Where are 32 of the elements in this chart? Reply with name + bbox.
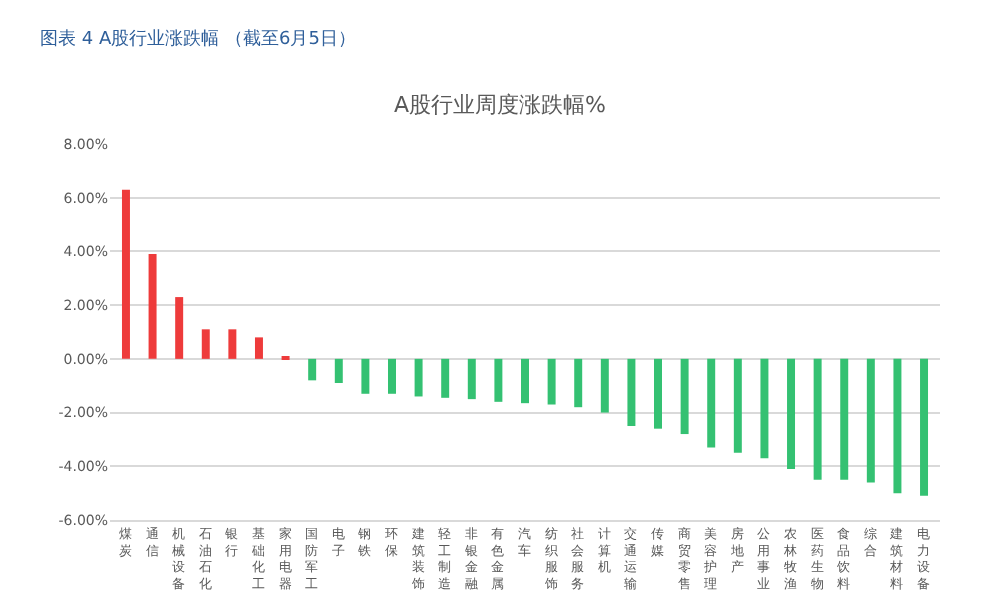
bar (361, 358, 370, 394)
bar (654, 358, 662, 429)
bar (201, 329, 210, 359)
bar (920, 358, 929, 496)
bar (627, 358, 636, 426)
bar (840, 358, 849, 480)
bar (600, 358, 609, 413)
bar (121, 189, 130, 359)
bar (148, 254, 157, 359)
bar (760, 358, 769, 459)
bar (521, 358, 529, 404)
bar (388, 358, 396, 394)
bar (733, 358, 742, 453)
bar (228, 329, 237, 359)
bar (414, 358, 423, 397)
chart-subtitle: 图表 4 A股行业涨跌幅 （截至6月5日） (40, 28, 356, 50)
chart-title: A股行业周度涨跌幅% (394, 92, 606, 119)
bar (787, 358, 796, 469)
bar (334, 358, 343, 384)
bar (467, 358, 476, 400)
bar (254, 337, 263, 359)
bar (175, 297, 184, 359)
bar (308, 358, 317, 381)
bar (866, 358, 875, 483)
bar (494, 358, 503, 402)
bar (441, 358, 450, 398)
bar (547, 358, 556, 405)
bar (574, 358, 583, 408)
bar (893, 358, 902, 494)
bar (707, 358, 716, 448)
bar (813, 358, 822, 480)
bar (680, 358, 689, 435)
